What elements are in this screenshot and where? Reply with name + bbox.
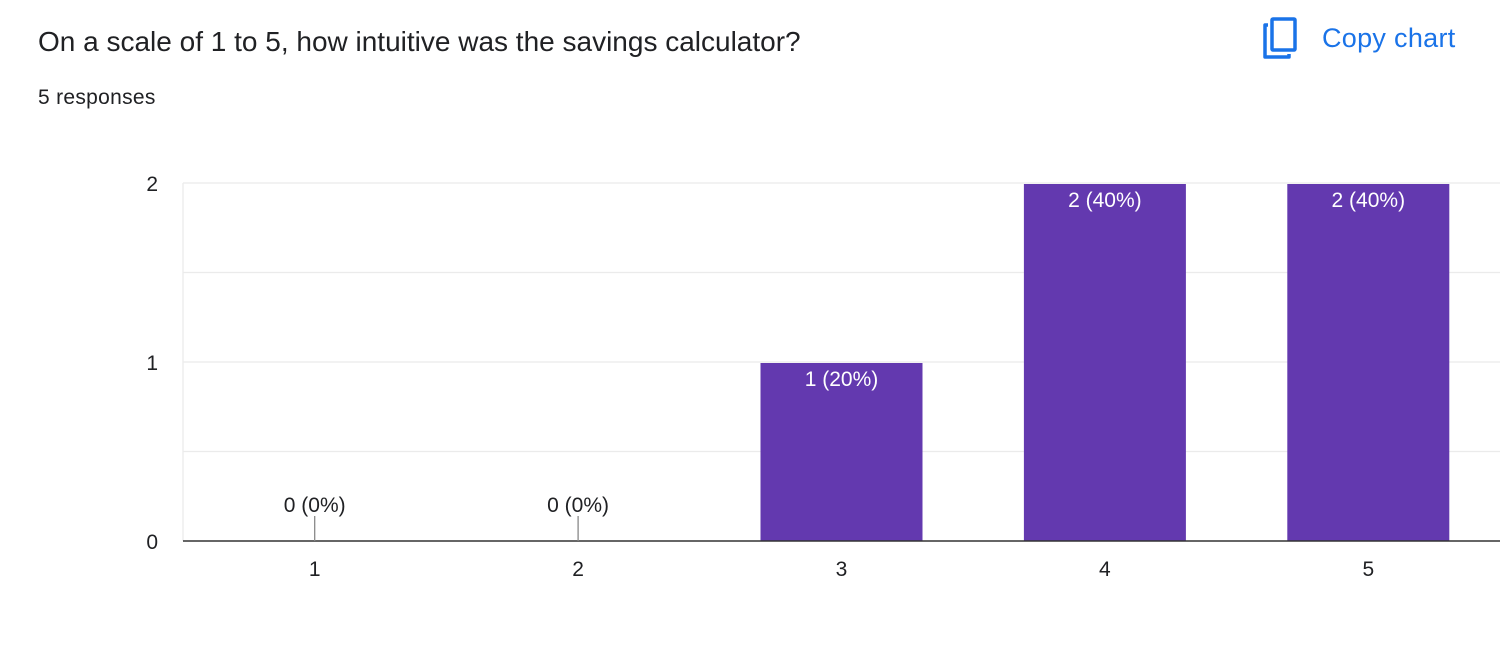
y-tick-label: 2 (146, 173, 158, 196)
bar-data-label: 1 (20%) (805, 368, 879, 391)
x-tick-label: 3 (836, 558, 848, 581)
x-tick-label: 1 (309, 558, 321, 581)
axes: 0 1 2 1 2 3 4 5 (146, 173, 1500, 581)
x-tick-label: 5 (1362, 558, 1374, 581)
bar (1023, 184, 1186, 541)
bar (760, 363, 923, 541)
copy-chart-label: Copy chart (1322, 22, 1456, 53)
gridlines (182, 182, 1500, 541)
labels: 0 (0%) 0 (0%) 1 (20%) 2 (40%) 2 (40%) (284, 189, 1405, 541)
y-tick-label: 1 (146, 352, 158, 375)
copy-icon (1263, 17, 1297, 59)
bar-data-label: 0 (0%) (284, 494, 346, 517)
response-count: 5 responses (38, 86, 156, 109)
bar (1287, 184, 1450, 541)
bars (760, 184, 1450, 541)
question-title: On a scale of 1 to 5, how intuitive was … (38, 26, 801, 57)
bar-data-label: 0 (0%) (547, 494, 609, 517)
y-tick-label: 0 (146, 531, 158, 554)
copy-chart-button[interactable]: Copy chart (1254, 14, 1462, 62)
bar-data-label: 2 (40%) (1332, 189, 1406, 212)
bar-data-label: 2 (40%) (1068, 189, 1142, 212)
x-tick-label: 2 (572, 558, 584, 581)
x-tick-label: 4 (1099, 558, 1111, 581)
